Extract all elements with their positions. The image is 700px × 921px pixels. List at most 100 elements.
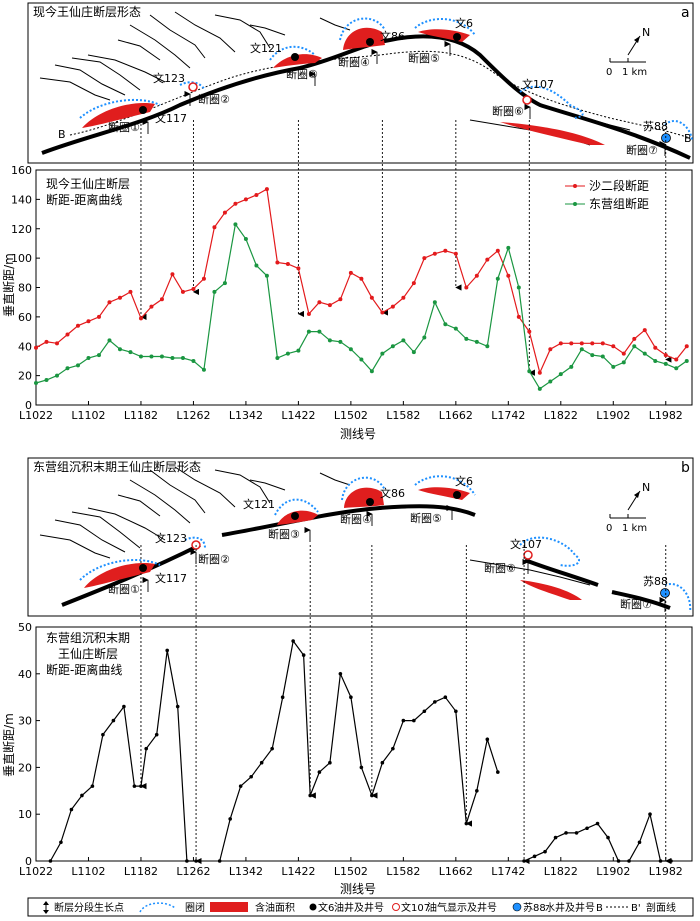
segment-0-point [165, 648, 169, 653]
y-tick-label: 40 [18, 668, 32, 681]
series-1-point [107, 338, 112, 343]
svg-text:文86: 文86 [380, 29, 405, 43]
series-1-point [96, 353, 101, 358]
series-0-point [558, 341, 563, 346]
svg-text:0: 0 [606, 523, 612, 534]
y-tick-label: 20 [18, 370, 32, 383]
segment-1-point [338, 672, 343, 676]
series-0-line [35, 188, 688, 375]
segment-1-line [219, 639, 499, 862]
series-0-point [516, 314, 521, 319]
svg-text:N: N [642, 26, 650, 39]
segment-2-line [523, 812, 671, 862]
oil-well-icon [453, 491, 461, 499]
series-0-point [611, 344, 616, 349]
series-0-point [107, 300, 112, 305]
oil-well-icon [291, 53, 299, 61]
series-1-point [128, 350, 133, 355]
chart-b-title-2: 王仙庄断层 [58, 646, 118, 661]
svg-text:苏88: 苏88 [643, 120, 668, 133]
series-1-point [485, 344, 490, 349]
segment-1-point [433, 700, 437, 704]
series-1-point [632, 344, 637, 349]
segment-1-point [280, 695, 285, 699]
oil-well-icon [366, 38, 374, 46]
segment-1-point [238, 784, 243, 788]
series-1-point [621, 360, 626, 365]
segment-1-point [349, 695, 353, 699]
svg-text:断圈①: 断圈① [108, 582, 140, 596]
series-1-point [180, 356, 185, 360]
series-0-point [222, 210, 227, 215]
segment-0-point [101, 732, 105, 737]
segment-1-point [475, 789, 479, 793]
chart-b-ylabel: 垂直断距/m [1, 713, 16, 777]
series-1-point [380, 351, 385, 356]
segment-1-point [259, 760, 264, 765]
segment-1-point [496, 770, 500, 774]
oil-area [82, 103, 155, 128]
segment-0-point [69, 807, 74, 812]
series-0-point [506, 273, 511, 278]
chart-a-title-2: 断距-距离曲线 [46, 192, 122, 207]
y-tick-label: 80 [18, 282, 32, 295]
svg-text:文6: 文6 [455, 16, 473, 30]
segment-2-point [564, 831, 568, 835]
segment-1-point [380, 760, 385, 765]
y-tick-label: 40 [18, 340, 32, 353]
x-tick-label: L1182 [124, 865, 158, 878]
series-1-point [201, 367, 206, 372]
svg-text:断圈⑤: 断圈⑤ [408, 51, 440, 65]
series-1-point [327, 338, 332, 343]
svg-text:断圈⑦: 断圈⑦ [620, 597, 652, 611]
series-0-point [296, 266, 301, 271]
oil-area [343, 27, 385, 50]
svg-text:断圈⑥: 断圈⑥ [492, 104, 524, 118]
segment-0-point [111, 718, 116, 723]
series-0-point [674, 357, 679, 362]
well-labels-a: 文121 文86 文6 文123 文107 文117 苏88 [153, 16, 668, 133]
segment-0-point [132, 784, 137, 788]
series-1-point [212, 289, 217, 294]
fault-segment-b1 [61, 543, 201, 607]
series-0-point [138, 316, 143, 321]
svg-text:苏88: 苏88 [523, 901, 546, 914]
series-0-point [233, 201, 238, 206]
series-0-point [527, 329, 532, 334]
series-0-point [264, 187, 269, 192]
series-0-point [359, 276, 364, 281]
series-1-point [285, 351, 290, 356]
chart-b: 东营组沉积末期 王仙庄断层 断距-距离曲线 垂直断距/m 测线号 0 10 20 30… [1, 545, 693, 896]
x-tick-label: L1662 [439, 865, 473, 878]
series-1-point [159, 354, 164, 359]
series-0-point [243, 197, 248, 202]
segment-2-point [574, 831, 579, 835]
map-a-letter: a [681, 5, 690, 21]
series-0-point [86, 319, 91, 324]
series-0-point [75, 323, 80, 328]
chart-a-ylabel: 垂直断距/m [1, 253, 16, 317]
traps-a [79, 17, 693, 145]
chart-a: 现今王仙庄断层 断距-距离曲线 垂直断距/m 测线号 沙二段断距 东营组断距 0… [1, 120, 693, 441]
oil-area-icon [210, 902, 248, 912]
svg-text:文6: 文6 [318, 901, 334, 914]
series-1-point [569, 364, 574, 369]
series-1-point [432, 300, 437, 305]
svg-text:1 km: 1 km [622, 523, 647, 534]
segment-0-point [139, 784, 143, 788]
y-tick-label: 20 [18, 761, 32, 774]
series-0-point [212, 225, 217, 230]
svg-text:油井及井号: 油井及井号 [334, 901, 384, 914]
x-tick-label: L1102 [71, 409, 105, 422]
series-0-point [201, 276, 206, 281]
svg-text:0: 0 [606, 67, 612, 78]
series-1-point [233, 222, 238, 227]
series-0-point [495, 248, 500, 253]
svg-text:B: B [58, 128, 66, 141]
y-tick-label: 0 [25, 855, 32, 868]
y-tick-label: 60 [18, 311, 32, 324]
series-1-point [443, 322, 448, 327]
x-tick-label: L1262 [176, 865, 210, 878]
series-0-point [422, 256, 427, 261]
series-0-point [327, 303, 332, 308]
